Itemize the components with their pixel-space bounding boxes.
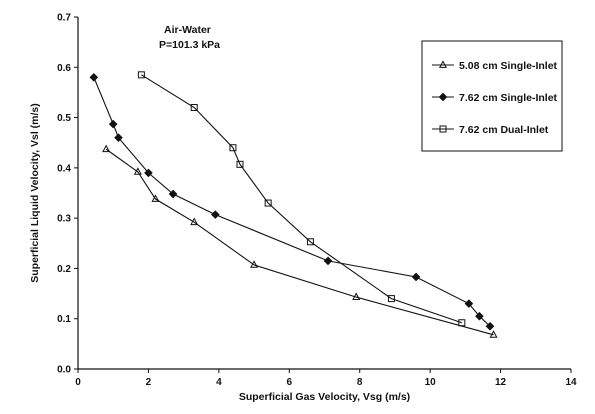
diamond-marker — [464, 299, 474, 308]
annotation-fluid: Air-Water — [164, 24, 211, 36]
triangle-marker — [250, 260, 259, 268]
diamond-marker — [114, 133, 123, 142]
triangle-marker — [151, 194, 160, 202]
y-tick-label: 0.0 — [57, 365, 71, 376]
series-diamond — [89, 73, 495, 331]
triangle-marker — [190, 217, 199, 226]
square-marker — [306, 238, 314, 246]
legend-item: 7.62 cm Dual-Inlet — [432, 124, 549, 136]
axes: 0 2 4 6 8 10 12 14 0.0 0.1 0.2 0.3 0.4 0.5 0.6 0.7 — [57, 13, 577, 389]
square-marker — [439, 125, 447, 133]
series-layer — [89, 71, 498, 338]
y-tick-label: 0.2 — [57, 264, 71, 275]
square-marker — [264, 199, 272, 207]
legend: 5.08 cm Single-Inlet 7.62 cm Single-Inlet… — [421, 40, 563, 152]
x-ticks: 0 2 4 6 8 10 12 14 — [75, 369, 577, 388]
x-tick-label: 14 — [565, 377, 577, 388]
series-line — [141, 74, 463, 324]
square-marker — [229, 144, 237, 152]
x-tick-label: 12 — [495, 377, 507, 388]
y-tick-label: 0.3 — [57, 214, 71, 225]
x-tick-label: 4 — [216, 377, 222, 388]
series-line — [105, 148, 494, 336]
diamond-marker — [168, 189, 178, 199]
diamond-marker — [411, 272, 421, 282]
square-marker — [190, 104, 198, 112]
x-tick-label: 8 — [357, 377, 363, 388]
square-marker — [387, 295, 395, 303]
square-marker — [137, 71, 145, 79]
diamond-marker — [144, 168, 153, 178]
series-triangle — [102, 144, 498, 338]
y-axis-title: Superficial Liquid Velocity, Vsl (m/s) — [29, 103, 41, 283]
x-tick-label: 6 — [287, 377, 293, 388]
y-tick-label: 0.5 — [57, 113, 71, 124]
diamond-marker — [211, 210, 220, 219]
square-marker — [458, 319, 466, 327]
triangle-marker — [133, 167, 142, 175]
y-tick-label: 0.7 — [57, 13, 71, 24]
y-tick-label: 0.4 — [57, 163, 71, 174]
y-tick-label: 0.6 — [57, 63, 71, 74]
triangle-marker — [102, 144, 111, 153]
triangle-marker — [489, 330, 498, 338]
triangle-marker — [438, 60, 448, 68]
legend-label: 5.08 cm Single-Inlet — [459, 60, 558, 72]
triangle-marker — [352, 292, 361, 300]
series-square — [137, 71, 466, 327]
y-tick-label: 0.1 — [57, 314, 71, 325]
legend-label: 7.62 cm Dual-Inlet — [459, 124, 549, 136]
x-tick-label: 10 — [425, 377, 437, 388]
diamond-marker — [475, 311, 484, 321]
x-tick-label: 2 — [146, 377, 152, 388]
x-tick-label: 0 — [75, 377, 81, 388]
diamond-marker — [108, 119, 118, 129]
diamond-marker — [438, 92, 448, 102]
annotation-pressure: P=101.3 kPa — [159, 39, 220, 51]
diamond-marker — [485, 321, 495, 331]
x-axis-title: Superficial Gas Velocity, Vsg (m/s) — [239, 391, 410, 403]
diamond-marker — [89, 73, 99, 82]
legend-item: 5.08 cm Single-Inlet — [432, 60, 558, 72]
legend-label: 7.62 cm Single-Inlet — [459, 92, 558, 104]
square-marker — [236, 160, 244, 168]
y-ticks: 0.0 0.1 0.2 0.3 0.4 0.5 0.6 0.7 — [57, 13, 78, 376]
legend-item: 7.62 cm Single-Inlet — [432, 92, 558, 104]
diamond-marker — [323, 256, 333, 266]
